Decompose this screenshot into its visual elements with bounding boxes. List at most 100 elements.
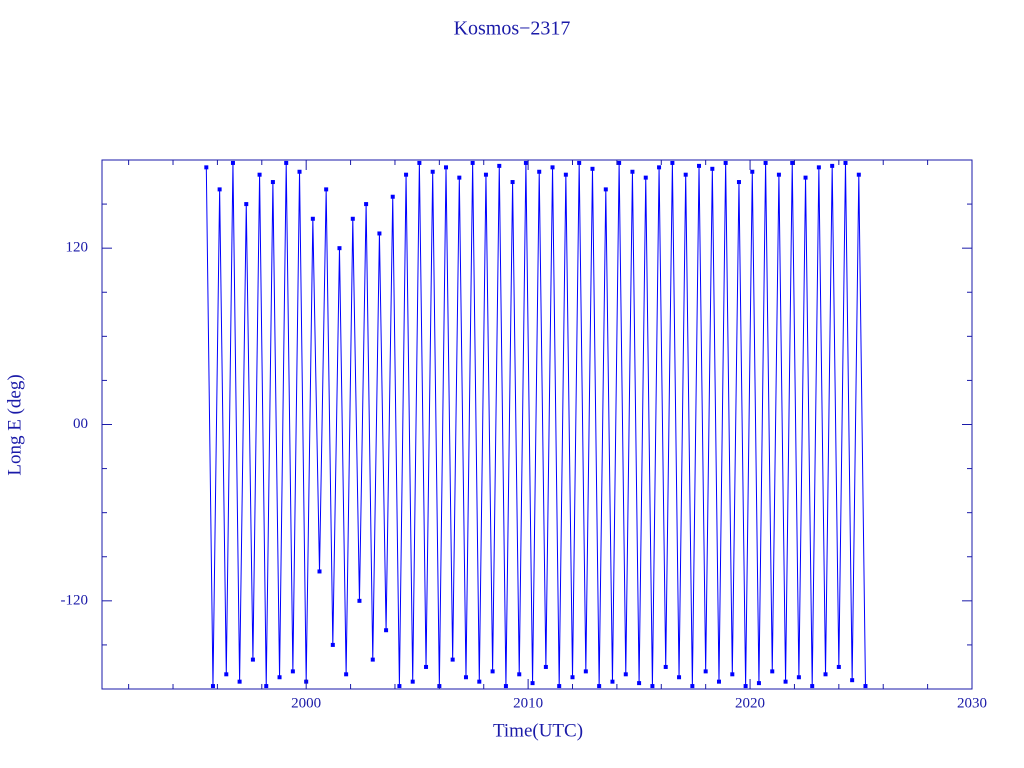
data-point <box>250 657 255 662</box>
data-point <box>796 675 801 680</box>
data-point <box>370 657 375 662</box>
data-point <box>577 160 582 165</box>
data-point <box>537 169 542 174</box>
y-tick-label: 120 <box>66 240 89 256</box>
data-point <box>783 679 788 684</box>
data-point <box>310 216 315 221</box>
data-point <box>384 628 389 633</box>
data-point <box>710 166 715 171</box>
data-point <box>637 681 642 686</box>
data-point <box>670 160 675 165</box>
data-point <box>277 675 282 680</box>
data-point <box>284 160 289 165</box>
data-point <box>563 172 568 177</box>
x-tick-label: 2000 <box>291 695 321 711</box>
chart-title: Kosmos−2317 <box>454 18 571 40</box>
data-point <box>450 657 455 662</box>
data-point <box>317 569 322 574</box>
data-point <box>477 679 482 684</box>
data-point <box>597 684 602 689</box>
data-point <box>743 684 748 689</box>
data-point <box>590 166 595 171</box>
y-tick-label: -120 <box>61 592 89 608</box>
data-point <box>350 216 355 221</box>
data-point <box>816 165 821 170</box>
data-point <box>830 163 835 168</box>
data-point <box>483 172 488 177</box>
data-point <box>364 202 369 207</box>
data-point <box>210 684 215 689</box>
data-point <box>617 160 622 165</box>
data-point <box>397 684 402 689</box>
data-point <box>463 675 468 680</box>
data-point <box>770 669 775 674</box>
data-point <box>543 664 548 669</box>
data-point <box>803 175 808 180</box>
data-point <box>690 684 695 689</box>
data-point <box>390 194 395 199</box>
data-point <box>357 598 362 603</box>
data-point <box>330 642 335 647</box>
data-point <box>444 165 449 170</box>
data-point <box>257 172 262 177</box>
data-point <box>763 160 768 165</box>
data-point <box>270 180 275 185</box>
data-point <box>530 681 535 686</box>
y-axis-label: Long E (deg) <box>4 374 25 475</box>
data-point <box>583 669 588 674</box>
data-point <box>204 165 209 170</box>
data-point <box>324 187 329 192</box>
data-point <box>823 672 828 677</box>
data-point <box>630 169 635 174</box>
data-point <box>297 169 302 174</box>
data-point <box>424 664 429 669</box>
data-point <box>404 172 409 177</box>
data-point <box>417 160 422 165</box>
data-point <box>557 684 562 689</box>
data-point <box>730 672 735 677</box>
data-point <box>410 679 415 684</box>
data-point <box>570 675 575 680</box>
data-point <box>850 678 855 683</box>
data-point <box>523 160 528 165</box>
data-point <box>430 169 435 174</box>
data-line <box>205 162 866 687</box>
data-point <box>663 664 668 669</box>
data-point <box>610 679 615 684</box>
data-point <box>503 684 508 689</box>
data-point <box>510 180 515 185</box>
data-point <box>217 187 222 192</box>
data-point <box>790 160 795 165</box>
data-point <box>550 165 555 170</box>
data-point <box>736 180 741 185</box>
data-point <box>497 163 502 168</box>
data-point <box>723 160 728 165</box>
x-axis-label: Time(UTC) <box>493 720 583 741</box>
data-point <box>863 684 868 689</box>
data-point <box>716 679 721 684</box>
data-point <box>683 172 688 177</box>
data-point <box>457 175 462 180</box>
data-point <box>750 169 755 174</box>
data-point <box>623 672 628 677</box>
plot-area <box>204 160 868 689</box>
data-point <box>836 664 841 669</box>
data-point <box>756 681 761 686</box>
data-point <box>264 684 269 689</box>
x-tick-label: 2020 <box>735 695 765 711</box>
data-point <box>470 160 475 165</box>
data-point <box>650 684 655 689</box>
x-tick-label: 2030 <box>957 695 987 711</box>
data-point <box>703 669 708 674</box>
data-point <box>657 165 662 170</box>
plot-frame <box>101 159 973 690</box>
data-point <box>856 172 861 177</box>
data-point <box>517 672 522 677</box>
data-point <box>843 160 848 165</box>
data-point <box>677 675 682 680</box>
y-tick-label: 00 <box>73 416 88 432</box>
data-point <box>377 231 382 236</box>
data-point <box>344 672 349 677</box>
data-point <box>810 684 815 689</box>
